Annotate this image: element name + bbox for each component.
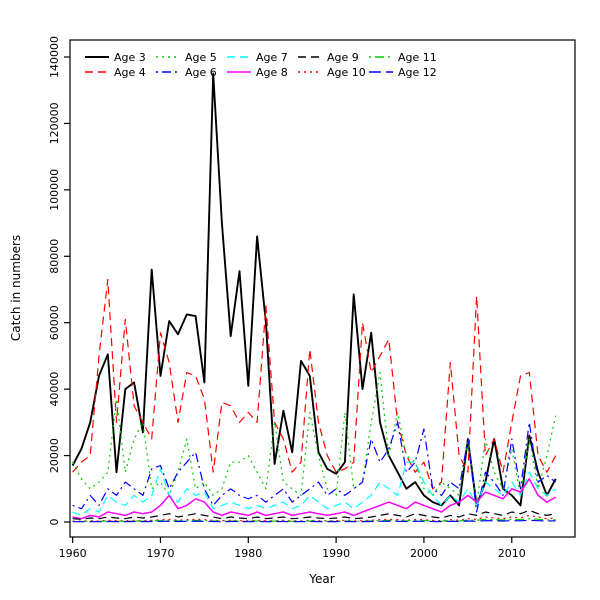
x-tick-label: 2010 <box>498 547 526 560</box>
y-tick-label: 0 <box>48 519 61 526</box>
legend-label-age-3: Age 3 <box>114 51 146 64</box>
legend-label-age-9: Age 9 <box>327 51 359 64</box>
series-line-age-9 <box>72 509 556 520</box>
x-axis-label: Year <box>309 572 335 586</box>
y-axis-label: Catch in numbers <box>9 234 23 342</box>
legend-label-age-5: Age 5 <box>185 51 217 64</box>
y-tick-label: 60000 <box>48 305 61 340</box>
y-tick-label: 40000 <box>48 372 61 407</box>
legend-label-age-10: Age 10 <box>327 66 366 79</box>
series-line-age-6 <box>72 421 557 513</box>
legend-label-age-12: Age 12 <box>398 66 437 79</box>
legend-label-age-11: Age 11 <box>398 51 437 64</box>
legend-label-age-7: Age 7 <box>256 51 288 64</box>
series-line-age-4 <box>72 278 557 490</box>
series-line-age-12 <box>72 519 556 523</box>
legend-label-age-6: Age 6 <box>185 66 217 79</box>
x-tick-label: 1980 <box>234 547 262 560</box>
x-tick-label: 2000 <box>410 547 438 560</box>
series-line-age-7 <box>72 461 557 517</box>
y-tick-label: 80000 <box>48 239 61 274</box>
y-tick-label: 120000 <box>48 102 61 144</box>
legend-label-age-8: Age 8 <box>256 66 288 79</box>
legend-label-age-4: Age 4 <box>114 66 146 79</box>
y-tick-label: 100000 <box>48 169 61 211</box>
x-tick-label: 1970 <box>146 547 174 560</box>
series-line-age-5 <box>72 371 557 506</box>
x-tick-label: 1960 <box>59 547 87 560</box>
series-line-age-3 <box>71 72 557 507</box>
y-tick-label: 140000 <box>48 36 61 78</box>
x-tick-label: 1990 <box>322 547 350 560</box>
series-line-age-8 <box>72 478 557 520</box>
plot-box <box>69 39 576 538</box>
y-tick-label: 20000 <box>48 438 61 473</box>
